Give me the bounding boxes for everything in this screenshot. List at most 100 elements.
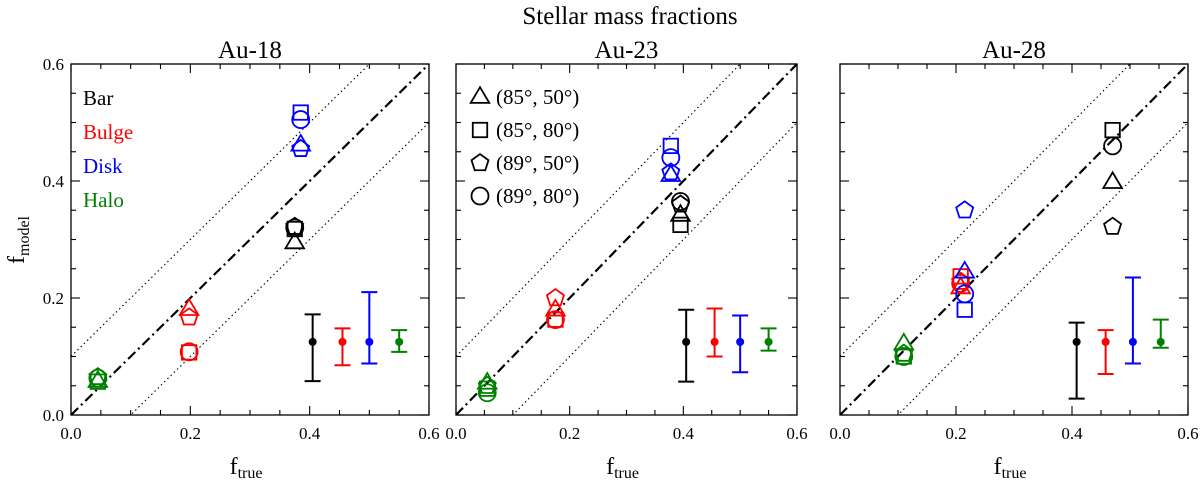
errorbar-point <box>395 337 404 346</box>
plot-area <box>840 64 1188 415</box>
marker-bar-triangle <box>669 203 692 222</box>
y-axis-label: fmodel <box>4 215 33 264</box>
errorbar-halo <box>760 327 777 352</box>
errorbar-point <box>365 337 374 346</box>
errorbar-disk <box>361 291 378 365</box>
x-tick-label: 0.2 <box>945 424 966 443</box>
x-axis-label-sub: true <box>238 465 263 481</box>
legend-components: Bar Bulge Disk Halo <box>83 86 133 212</box>
x-tick-label: 0.2 <box>559 424 580 443</box>
x-tick-label: 0.2 <box>180 424 201 443</box>
y-tick-label: 0.6 <box>43 55 64 74</box>
offset-line <box>840 64 1131 357</box>
errorbar-disk <box>1124 276 1141 365</box>
offset-line <box>512 122 797 415</box>
x-axis-label-main: f <box>994 454 1002 480</box>
marker-disk-pentagon <box>955 200 975 219</box>
errorbar-bulge <box>706 307 723 358</box>
marker-bar-pentagon <box>670 194 691 213</box>
marker-halo-circle <box>894 347 914 366</box>
marker-bulge-triangle <box>544 298 567 317</box>
errorbar-bar <box>304 313 321 383</box>
marker-bulge-triangle <box>178 297 201 316</box>
x-tick-label: 0.6 <box>786 424 807 443</box>
legend-disk: Disk <box>83 154 123 178</box>
panel-au-23: 0.0 0.2 0.4 0.6 Au-23 ftrue (85°, 50°) (85°, 80… <box>445 37 807 481</box>
x-axis-label-main: f <box>606 454 614 480</box>
errorbar-point <box>1101 337 1110 346</box>
y-axis-label-main: f <box>4 256 30 264</box>
y-tick-label: 0.0 <box>43 406 64 425</box>
marker-disk-square <box>292 104 309 121</box>
legend-label-pentagon: (89°, 50°) <box>496 151 579 175</box>
panel-au-18: 0.0 0.2 0.4 0.6 0.0 0.2 0.4 0.6 Au-18 ftrue Bar Bul… <box>43 37 440 481</box>
errorbar-point <box>764 337 773 346</box>
plot-area <box>456 64 797 415</box>
errorbar-point <box>1156 337 1165 346</box>
x-axis-label-main: f <box>230 454 238 480</box>
marker-bar-triangle <box>283 230 306 250</box>
legend-bulge: Bulge <box>83 120 133 144</box>
marker-bulge-circle <box>546 310 565 330</box>
offset-line <box>129 122 429 415</box>
errorbar-point <box>308 337 317 346</box>
marker-bar-triangle <box>1101 170 1124 189</box>
legend-label-circle: (89°, 80°) <box>496 184 579 208</box>
marker-halo-pentagon <box>477 375 497 394</box>
x-axis-label-sub: true <box>614 465 639 481</box>
legend-label-triangle: (85°, 50°) <box>496 85 579 109</box>
marker-bulge-pentagon <box>179 307 199 326</box>
x-axis-label: ftrue <box>994 454 1027 481</box>
marker-bar-pentagon <box>1103 216 1123 235</box>
marker-bar-circle <box>285 218 305 238</box>
errorbar-halo <box>1152 318 1169 349</box>
panel-title: Au-23 <box>595 37 659 64</box>
offset-line <box>897 122 1188 415</box>
errorbar-point <box>736 337 745 346</box>
marker-bulge-square <box>547 311 564 328</box>
x-tick-label: 0.6 <box>418 424 439 443</box>
x-axis-label: ftrue <box>606 454 639 481</box>
legend-marker-circle <box>470 186 490 206</box>
errorbar-point <box>682 337 691 346</box>
marker-disk-circle <box>661 148 681 168</box>
marker-halo-circle <box>88 368 108 388</box>
x-tick-label: 0.4 <box>1061 424 1083 443</box>
legend-halo: Halo <box>83 188 124 212</box>
errorbar-point <box>338 337 347 346</box>
marker-bar-circle <box>671 192 690 211</box>
marker-bulge-pentagon <box>545 287 566 307</box>
marker-bulge-square <box>181 344 198 361</box>
errorbar-halo <box>391 329 408 353</box>
errorbar-point <box>710 337 719 346</box>
x-tick-label: 0.0 <box>445 424 466 443</box>
marker-disk-triangle <box>659 163 682 182</box>
legend-marker-triangle <box>469 85 491 104</box>
panel-title: Au-18 <box>218 37 282 64</box>
marker-disk-triangle <box>953 260 976 279</box>
x-tick-label: 0.4 <box>299 424 321 443</box>
identity-line <box>71 64 429 415</box>
errorbar-bar <box>678 308 695 383</box>
plot-area <box>71 64 429 415</box>
errorbar-point <box>1128 337 1137 346</box>
marker-disk-pentagon <box>291 138 311 157</box>
x-axis-label-sub: true <box>1002 465 1027 481</box>
marker-disk-circle <box>955 284 975 304</box>
errorbar-bar <box>1068 321 1085 400</box>
marker-disk-pentagon <box>661 162 681 181</box>
panel-au-28: 0.0 0.2 0.4 0.6 Au-28 ftrue <box>829 37 1198 481</box>
offset-line <box>456 64 741 357</box>
legend-marker-square <box>471 121 489 139</box>
legend-label-square: (85°, 80°) <box>496 118 579 142</box>
figure-title: Stellar mass fractions <box>522 3 737 30</box>
errorbar-bulge <box>334 327 351 367</box>
marker-disk-square <box>956 301 973 318</box>
marker-halo-circle <box>477 383 497 403</box>
x-tick-label: 0.4 <box>673 424 695 443</box>
marker-bulge-circle <box>951 273 971 293</box>
errorbar-bulge <box>1097 329 1114 376</box>
marker-bar-circle <box>1103 136 1122 156</box>
y-tick-label: 0.2 <box>43 289 64 308</box>
